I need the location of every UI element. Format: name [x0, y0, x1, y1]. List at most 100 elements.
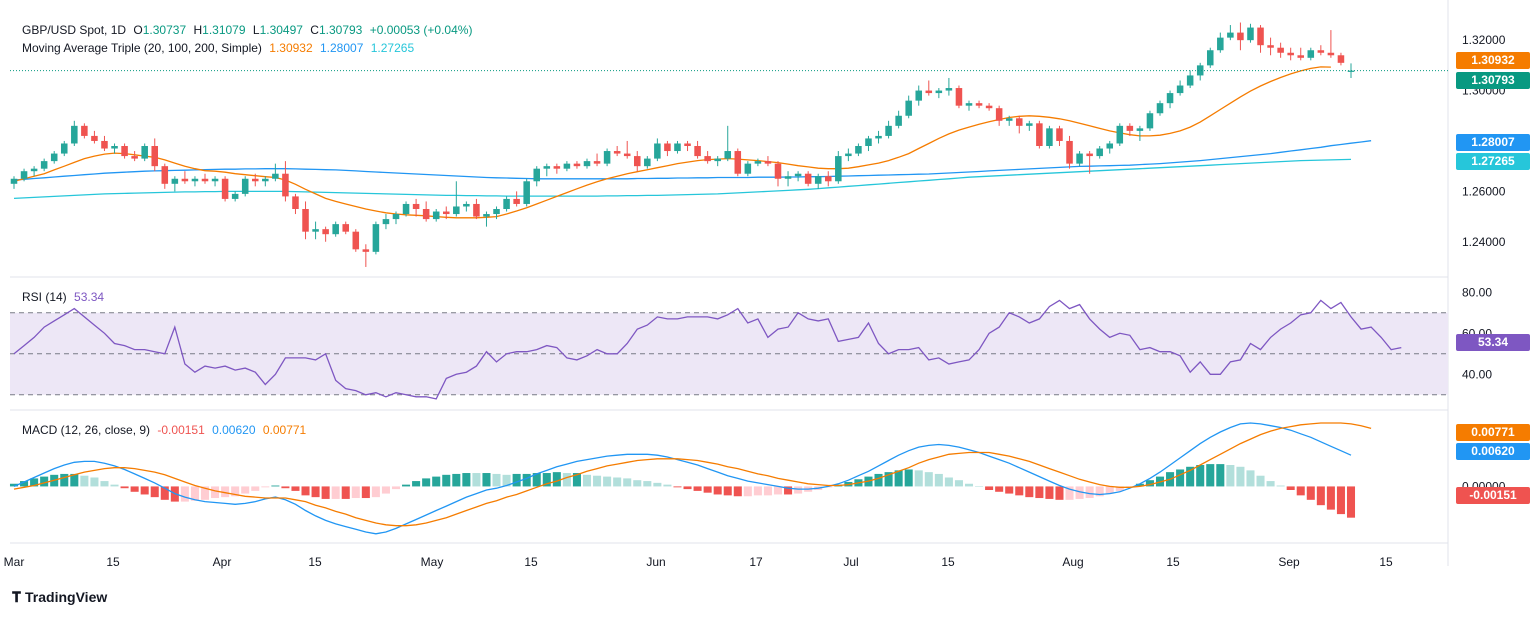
brand-logo[interactable]: 𝐓 TradingView: [12, 589, 107, 606]
macd-histogram-bar: [311, 486, 320, 498]
candle-body: [81, 125, 88, 136]
macd-histogram-bar: [874, 473, 883, 487]
candle-body: [533, 168, 541, 182]
candle: [654, 138, 661, 162]
candle: [744, 161, 752, 177]
high-label: H: [193, 23, 203, 37]
candle-body: [714, 158, 721, 162]
candle-body: [30, 168, 38, 172]
candle-body: [1026, 123, 1033, 126]
candle-body: [442, 211, 450, 215]
candle-body: [352, 231, 360, 250]
candle-body: [1257, 27, 1264, 46]
candle: [262, 176, 269, 187]
macd-histogram-bar: [1055, 486, 1064, 500]
candle: [241, 176, 249, 197]
candle: [221, 176, 229, 202]
candle: [865, 135, 872, 152]
candle-body: [362, 249, 370, 252]
candle-body: [1337, 55, 1345, 63]
macd-histogram-bar: [462, 473, 471, 487]
candle-body: [412, 203, 420, 209]
candle-body: [191, 178, 199, 182]
time-tick-label: 15: [941, 555, 955, 569]
candle-body: [674, 143, 681, 152]
ma100-line: [13, 140, 1372, 181]
macd-histogram-bar: [391, 486, 401, 490]
macd-histogram-bar: [321, 486, 330, 499]
candle: [955, 85, 963, 109]
candle: [774, 161, 782, 187]
candle: [332, 221, 339, 237]
candle: [1307, 47, 1315, 61]
candle-body: [895, 115, 902, 126]
macd-histogram-bar: [200, 486, 210, 500]
macd-histogram-bar: [1206, 464, 1215, 487]
candle-body: [603, 151, 611, 164]
candle: [352, 229, 360, 252]
candle: [824, 171, 832, 187]
candle-body: [1186, 75, 1194, 86]
macd-histogram-bar: [723, 486, 732, 496]
candle-body: [211, 178, 219, 182]
candle: [372, 221, 380, 255]
candle-body: [1156, 103, 1164, 114]
candle: [1257, 25, 1264, 53]
macd-histogram-bar: [964, 483, 974, 487]
candle-body: [322, 229, 329, 235]
macd-histogram-bar: [683, 486, 692, 490]
macd-histogram-bar: [924, 472, 933, 487]
candle-body: [1086, 153, 1093, 157]
macd-histogram-bar: [904, 469, 913, 487]
candle: [1026, 120, 1033, 131]
candle-body: [965, 103, 973, 106]
candle: [1247, 23, 1254, 43]
candle-body: [613, 151, 621, 154]
candle-body: [161, 166, 169, 184]
macd-histogram-bar: [120, 486, 129, 489]
macd-histogram-bar: [763, 486, 772, 496]
candle: [1327, 30, 1335, 58]
candle-body: [1227, 32, 1234, 38]
candle-body: [1176, 85, 1184, 94]
macd-histogram-bar: [1035, 486, 1044, 499]
time-tick-label: Jun: [646, 555, 665, 569]
candle: [593, 153, 601, 167]
candle-body: [1126, 125, 1134, 131]
brand-name: TradingView: [25, 589, 108, 605]
candle: [563, 161, 571, 172]
candle: [1297, 47, 1305, 61]
candle-body: [483, 214, 490, 217]
candle: [161, 163, 169, 189]
candle: [704, 151, 711, 164]
candle: [674, 140, 681, 154]
macd-histogram-bar: [532, 473, 541, 487]
macd-histogram-bar: [934, 473, 943, 487]
macd-histogram-bar: [502, 474, 511, 487]
candle-body: [754, 161, 762, 164]
candle-body: [824, 176, 832, 182]
candle-body: [995, 108, 1003, 121]
candle: [734, 148, 742, 177]
candle-body: [1076, 153, 1083, 164]
candle: [985, 103, 993, 111]
candle-body: [20, 171, 28, 179]
candle-body: [241, 178, 249, 194]
macd-histogram-bar: [1346, 486, 1356, 518]
macd-histogram-bar: [713, 486, 722, 495]
candle: [322, 226, 329, 242]
macd-histogram-bar: [1115, 486, 1124, 491]
candle-body: [1206, 50, 1214, 66]
candle: [40, 158, 48, 172]
candle: [50, 151, 58, 164]
candle: [1337, 52, 1345, 66]
candle: [20, 168, 28, 182]
candle-body: [292, 196, 299, 209]
candle-body: [201, 178, 209, 182]
candle-body: [131, 156, 138, 159]
ma200-badge: 1.27265: [1456, 153, 1530, 170]
candle-body: [1327, 52, 1335, 56]
candle-body: [694, 146, 701, 157]
candle-body: [654, 143, 661, 159]
